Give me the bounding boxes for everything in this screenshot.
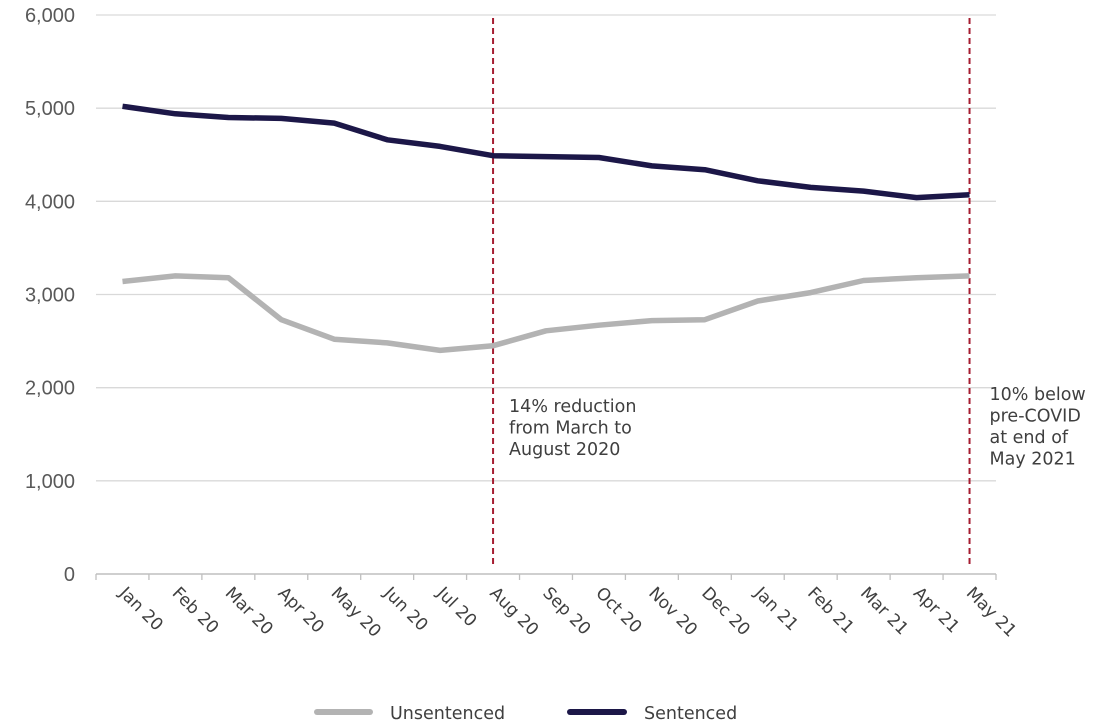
y-tick-label: 5,000: [25, 98, 75, 120]
x-tick-label: Aug 20: [486, 583, 543, 640]
x-tick-label: Oct 20: [591, 583, 645, 637]
legend-label: Sentenced: [644, 704, 737, 722]
x-tick-label: Feb 20: [168, 583, 223, 638]
legend-label: Unsentenced: [390, 704, 505, 722]
annotation-text: August 2020: [509, 440, 620, 460]
y-tick-label: 0: [64, 564, 75, 586]
x-tick-label: Feb 21: [803, 583, 858, 638]
series-line-unsentenced: [122, 273, 970, 354]
series-lines: [122, 103, 970, 354]
x-tick-label: Dec 20: [697, 583, 754, 640]
annotation-text: 10% below: [990, 385, 1086, 405]
annotation-text: pre-COVID: [990, 407, 1081, 427]
y-tick-label: 2,000: [25, 378, 75, 400]
y-tick-label: 1,000: [25, 471, 75, 493]
legend: Unsentenced Sentenced: [314, 704, 737, 722]
x-tick-label: Apr 20: [274, 583, 328, 637]
y-axis: 0 1,000 2,000 3,000 4,000 5,000 6,000: [25, 5, 75, 586]
x-tick-label: May 20: [327, 583, 385, 641]
x-tick-label: Jan 20: [114, 583, 167, 636]
annotation-text: at end of: [990, 428, 1069, 448]
y-tick-label: 3,000: [25, 285, 75, 307]
x-tick-label: Jan 21: [750, 583, 803, 636]
annotation-text: May 2021: [990, 450, 1076, 470]
y-tick-label: 4,000: [25, 191, 75, 213]
x-tick-label: Sep 20: [538, 583, 594, 639]
x-tick-label: May 21: [962, 583, 1020, 641]
annotation-text: from March to: [509, 419, 632, 439]
x-tick-label: Mar 21: [856, 583, 912, 639]
annotation-text: 14% reduction: [509, 397, 636, 417]
x-tick-label: Nov 20: [644, 583, 701, 640]
x-tick-label: Jun 20: [379, 583, 432, 636]
x-tick-label: Mar 20: [221, 583, 277, 639]
annotation-lines: [492, 18, 971, 566]
series-line-sentenced: [122, 103, 970, 201]
x-tick-label: Jul 20: [432, 583, 480, 631]
x-tick-label: Apr 21: [909, 583, 963, 637]
y-tick-label: 6,000: [25, 5, 75, 27]
